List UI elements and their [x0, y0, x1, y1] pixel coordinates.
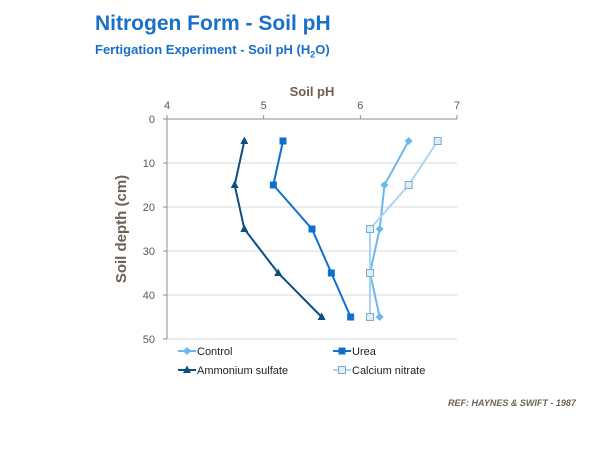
legend-label: Control: [197, 346, 232, 358]
y-tick-label: 30: [143, 246, 155, 258]
slide-title: Nitrogen Form - Soil pH: [95, 12, 331, 35]
data-point-urea: [347, 313, 355, 321]
data-point-calcium-nitrate: [404, 181, 413, 189]
data-point-urea: [327, 269, 335, 277]
data-point-control: [375, 313, 384, 321]
legend-swatch-marker: [338, 366, 346, 374]
legend-swatch-marker: [183, 347, 191, 355]
x-axis-title: Soil pH: [290, 84, 335, 99]
x-tick-label: 5: [261, 100, 267, 112]
legend-label: Ammonium sulfate: [197, 365, 288, 377]
legend-item-ammonium-sulfate: Ammonium sulfate: [178, 365, 288, 377]
data-point-urea: [308, 225, 316, 233]
x-tick-label: 6: [357, 100, 363, 112]
data-point-control: [375, 225, 384, 233]
y-tick-label: 20: [143, 202, 155, 214]
data-point-control: [380, 181, 389, 189]
data-point-ammonium-sulfate: [230, 180, 239, 188]
legend: Control Urea Ammonium sulfate Calcium nitra…: [178, 346, 425, 377]
legend-label: Urea: [352, 346, 377, 358]
y-tick-label: 50: [143, 334, 155, 346]
data-point-urea: [279, 137, 287, 145]
legend-item-calcium-nitrate: Calcium nitrate: [333, 365, 425, 377]
reference-note: REF: HAYNES & SWIFT - 1987: [448, 398, 576, 408]
data-point-calcium-nitrate: [366, 313, 374, 321]
x-tick-label: 4: [164, 100, 170, 112]
y-axis-title: Soil depth (cm): [113, 175, 130, 283]
data-point-calcium-nitrate: [433, 137, 442, 145]
subtitle-subscript: 2: [310, 49, 316, 60]
data-point-control: [404, 137, 413, 145]
legend-item-control: Control: [178, 346, 232, 358]
data-point-ammonium-sulfate: [240, 136, 249, 144]
axes: 0 10 20 30 40 50 4 5 6 7 Soil pH Soil depth (cm): [113, 84, 460, 346]
series-urea: [269, 137, 355, 321]
data-point-ammonium-sulfate: [274, 268, 283, 276]
data-point-urea: [269, 181, 277, 189]
subtitle-text: Fertigation Experiment - Soil pH (H: [95, 42, 311, 57]
data-point-calcium-nitrate: [366, 225, 374, 233]
data-point-ammonium-sulfate: [317, 312, 326, 320]
series-layer: [230, 136, 442, 321]
series-calcium-nitrate: [366, 137, 442, 321]
legend-label: Calcium nitrate: [352, 365, 425, 377]
y-tick-label: 10: [143, 158, 155, 170]
subtitle-suffix: O): [315, 42, 330, 57]
legend-swatch-marker: [338, 347, 346, 355]
x-tick-label: 7: [454, 100, 460, 112]
legend-item-urea: Urea: [333, 346, 377, 358]
slide-subtitle: Fertigation Experiment - Soil pH (H2O): [95, 42, 330, 60]
data-point-calcium-nitrate: [366, 269, 374, 277]
series-ammonium-sulfate: [230, 136, 326, 320]
y-tick-label: 40: [143, 290, 155, 302]
y-tick-label: 0: [149, 114, 155, 126]
data-point-ammonium-sulfate: [240, 224, 249, 232]
legend-swatch-marker: [183, 365, 191, 373]
